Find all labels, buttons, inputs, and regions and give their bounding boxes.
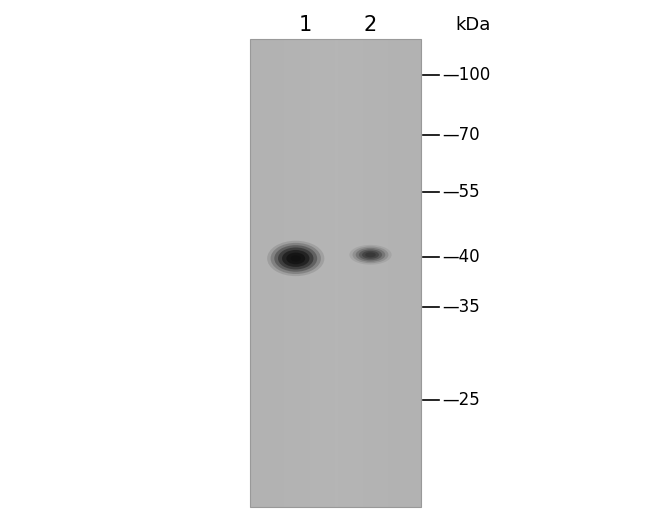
Text: —40: —40: [442, 249, 480, 266]
Ellipse shape: [286, 253, 306, 264]
Text: —35: —35: [442, 298, 480, 316]
Ellipse shape: [274, 245, 317, 271]
Ellipse shape: [270, 243, 321, 274]
Ellipse shape: [278, 248, 313, 269]
Ellipse shape: [365, 252, 376, 257]
Text: kDa: kDa: [455, 16, 490, 34]
Text: —70: —70: [442, 126, 480, 144]
Ellipse shape: [362, 251, 379, 259]
Ellipse shape: [291, 255, 301, 262]
Bar: [250, 39, 421, 507]
Text: —55: —55: [442, 184, 480, 201]
Ellipse shape: [349, 245, 391, 265]
Ellipse shape: [267, 241, 324, 276]
Text: —25: —25: [442, 392, 480, 409]
Ellipse shape: [352, 246, 389, 263]
Ellipse shape: [282, 250, 309, 267]
Ellipse shape: [356, 248, 385, 262]
Ellipse shape: [359, 250, 382, 260]
Text: 1: 1: [299, 15, 312, 35]
Text: —100: —100: [442, 67, 490, 84]
Text: 2: 2: [364, 15, 377, 35]
